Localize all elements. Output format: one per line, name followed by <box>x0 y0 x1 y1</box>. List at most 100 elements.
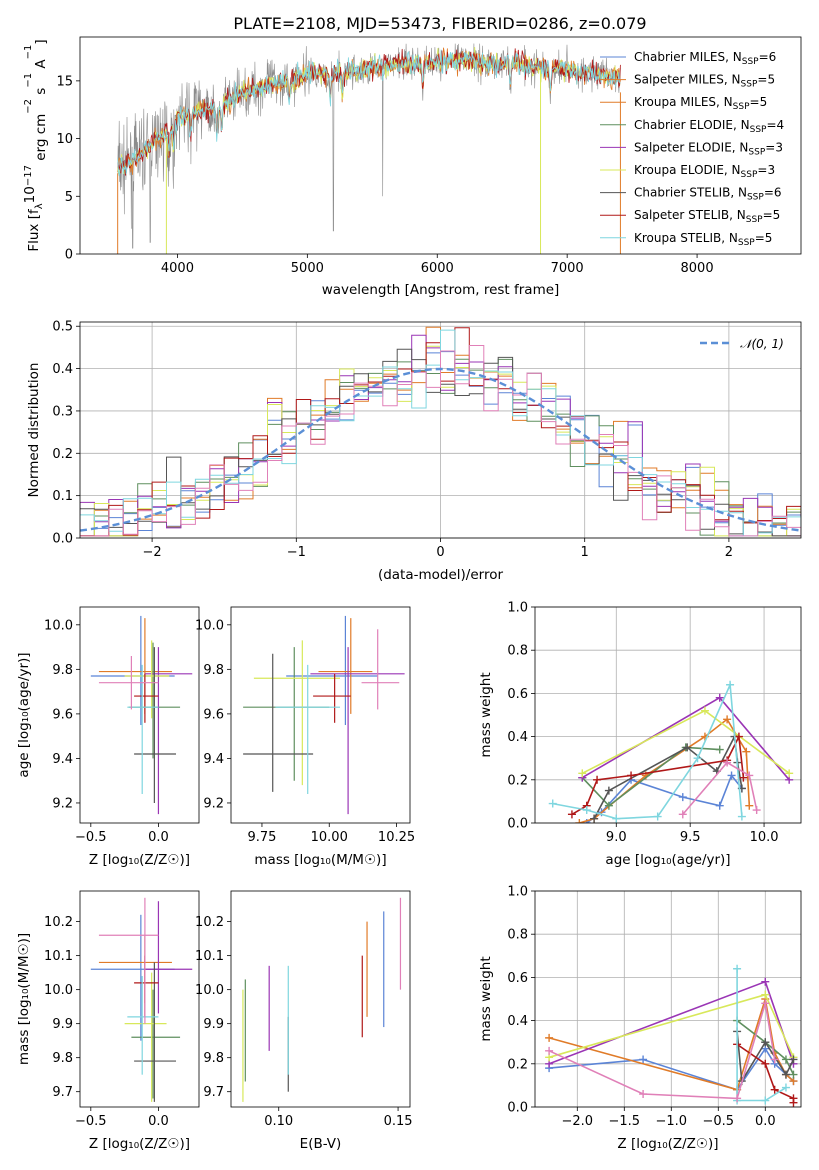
y-tick-label: 1.0 <box>507 885 528 900</box>
y-tick-label: 10.0 <box>195 618 224 633</box>
series-marker <box>567 810 576 819</box>
series-marker <box>604 786 613 795</box>
legend-value: =4 <box>766 118 784 132</box>
y-tick-label: 9.7 <box>52 1085 73 1100</box>
x-tick-label: 8000 <box>681 261 714 276</box>
x-tick-label: 9.75 <box>247 830 276 845</box>
y-tick-label: 0.2 <box>507 773 528 788</box>
y-tick-label: 10 <box>56 132 73 147</box>
y-tick-label: 0.8 <box>507 928 528 943</box>
legend-sub: SSP <box>742 57 759 67</box>
series-line <box>586 773 743 823</box>
spectrum-frame <box>79 36 802 255</box>
series-marker <box>785 769 794 778</box>
y-tick-label: 0.4 <box>507 1014 528 1029</box>
y-tick-label: 9.4 <box>52 752 73 767</box>
series-marker <box>575 819 584 823</box>
age-vs-Z-axes: −0.5 0.0 9.2 9.4 9.6 9.8 10.0 <box>44 618 169 845</box>
x-axis-label: Z [log₁₀(Z/Z☉)] <box>89 852 190 868</box>
series-marker <box>734 732 743 741</box>
y-tick-label: 9.8 <box>52 1051 73 1066</box>
y-tick-label: 10.2 <box>195 915 224 930</box>
y-tick-label: 9.8 <box>203 1051 224 1066</box>
y-tick-label: 10.0 <box>195 983 224 998</box>
series-marker <box>789 1055 798 1064</box>
series-marker <box>733 964 742 973</box>
legend-sub: SSP <box>750 125 767 135</box>
series-marker <box>739 773 748 782</box>
mass-vs-Z-frame <box>79 890 200 1108</box>
x-axis-label: mass [log₁₀(M/M☉)] <box>254 852 386 868</box>
series-marker <box>745 801 754 810</box>
series-line <box>736 968 787 1102</box>
legend-value: =3 <box>765 140 783 154</box>
spectrum-lines <box>117 43 621 254</box>
x-tick-label: 9.0 <box>606 830 627 845</box>
y-tick-label: 10.0 <box>44 618 73 633</box>
figure-title: PLATE=2108, MJD=53473, FIBERID=0286, z=0… <box>233 14 646 33</box>
x-tick-label: −0.5 <box>702 1114 734 1129</box>
y-tick-label: 9.6 <box>203 707 224 722</box>
series-marker <box>770 1085 779 1094</box>
series-marker <box>761 1038 770 1047</box>
legend-name: Salpeter MILES, N <box>634 73 741 87</box>
y-tick-label: 9.4 <box>203 752 224 767</box>
legend-name: Chabrier STELIB, N <box>634 186 747 200</box>
y-label-part: ] <box>33 39 49 44</box>
legend-value: =6 <box>764 186 782 200</box>
x-axis-label: wavelength [Angstrom, rest frame] <box>322 282 560 298</box>
series-marker <box>593 775 602 784</box>
legend-label: 𝒩(0, 1) <box>740 337 784 351</box>
y-axis-label: mass weight <box>478 672 494 757</box>
y-axis-label: Normed distribution <box>26 363 42 498</box>
series-marker <box>678 793 687 802</box>
histograms <box>80 326 801 537</box>
x-tick-label: 10.25 <box>378 830 415 845</box>
legend-name: Kroupa ELODIE, N <box>634 163 741 177</box>
model-fit-line <box>117 49 621 177</box>
series-line <box>571 733 745 816</box>
legend-name: Kroupa MILES, N <box>634 95 733 109</box>
age-vs-mass-frame <box>230 606 411 824</box>
series-marker <box>545 1033 554 1042</box>
series-marker <box>545 1046 554 1055</box>
x-tick-label: 5000 <box>291 261 324 276</box>
legend-label: Chabrier MILES, NSSP=6 <box>634 50 776 67</box>
age-vs-Z-frame <box>79 606 200 824</box>
series-marker <box>653 812 662 821</box>
series-marker <box>678 810 687 819</box>
y-tick-label: 9.2 <box>203 796 224 811</box>
series-marker <box>761 1096 770 1105</box>
histogram-step <box>80 334 801 537</box>
series-marker <box>612 814 621 823</box>
series-marker <box>781 1055 790 1064</box>
x-tick-label: 0.0 <box>755 1114 776 1129</box>
series-marker <box>693 754 702 763</box>
mass-weight-vs-age-frame <box>534 606 802 824</box>
series-marker <box>727 771 736 780</box>
y-tick-label: 9.9 <box>203 1017 224 1032</box>
x-tick-label: 6000 <box>421 261 454 276</box>
y-label-part: −1 <box>23 73 34 88</box>
x-tick-label: −1.0 <box>656 1114 688 1129</box>
series-marker <box>737 812 746 821</box>
y-axis-label: age [log₁₀(age/yr)] <box>16 652 32 777</box>
mass-vs-EBV-frame <box>230 890 411 1108</box>
legend-value: =6 <box>759 50 777 64</box>
y-tick-label: 0.6 <box>507 687 528 702</box>
x-tick-label: 0.0 <box>148 830 169 845</box>
y-tick-label: 0.0 <box>507 1101 528 1116</box>
y-tick-label: 15 <box>56 74 73 89</box>
legend-value: =5 <box>763 208 781 222</box>
y-tick-label: 0.2 <box>52 447 73 462</box>
legend-value: =5 <box>757 73 775 87</box>
series-marker <box>781 1070 790 1079</box>
series-line <box>552 681 743 820</box>
series-marker <box>761 999 770 1008</box>
x-tick-label: 10.0 <box>750 830 779 845</box>
x-tick-label: 4000 <box>161 261 194 276</box>
y-tick-label: 0 <box>65 248 73 263</box>
y-tick-label: 0.0 <box>52 532 73 547</box>
